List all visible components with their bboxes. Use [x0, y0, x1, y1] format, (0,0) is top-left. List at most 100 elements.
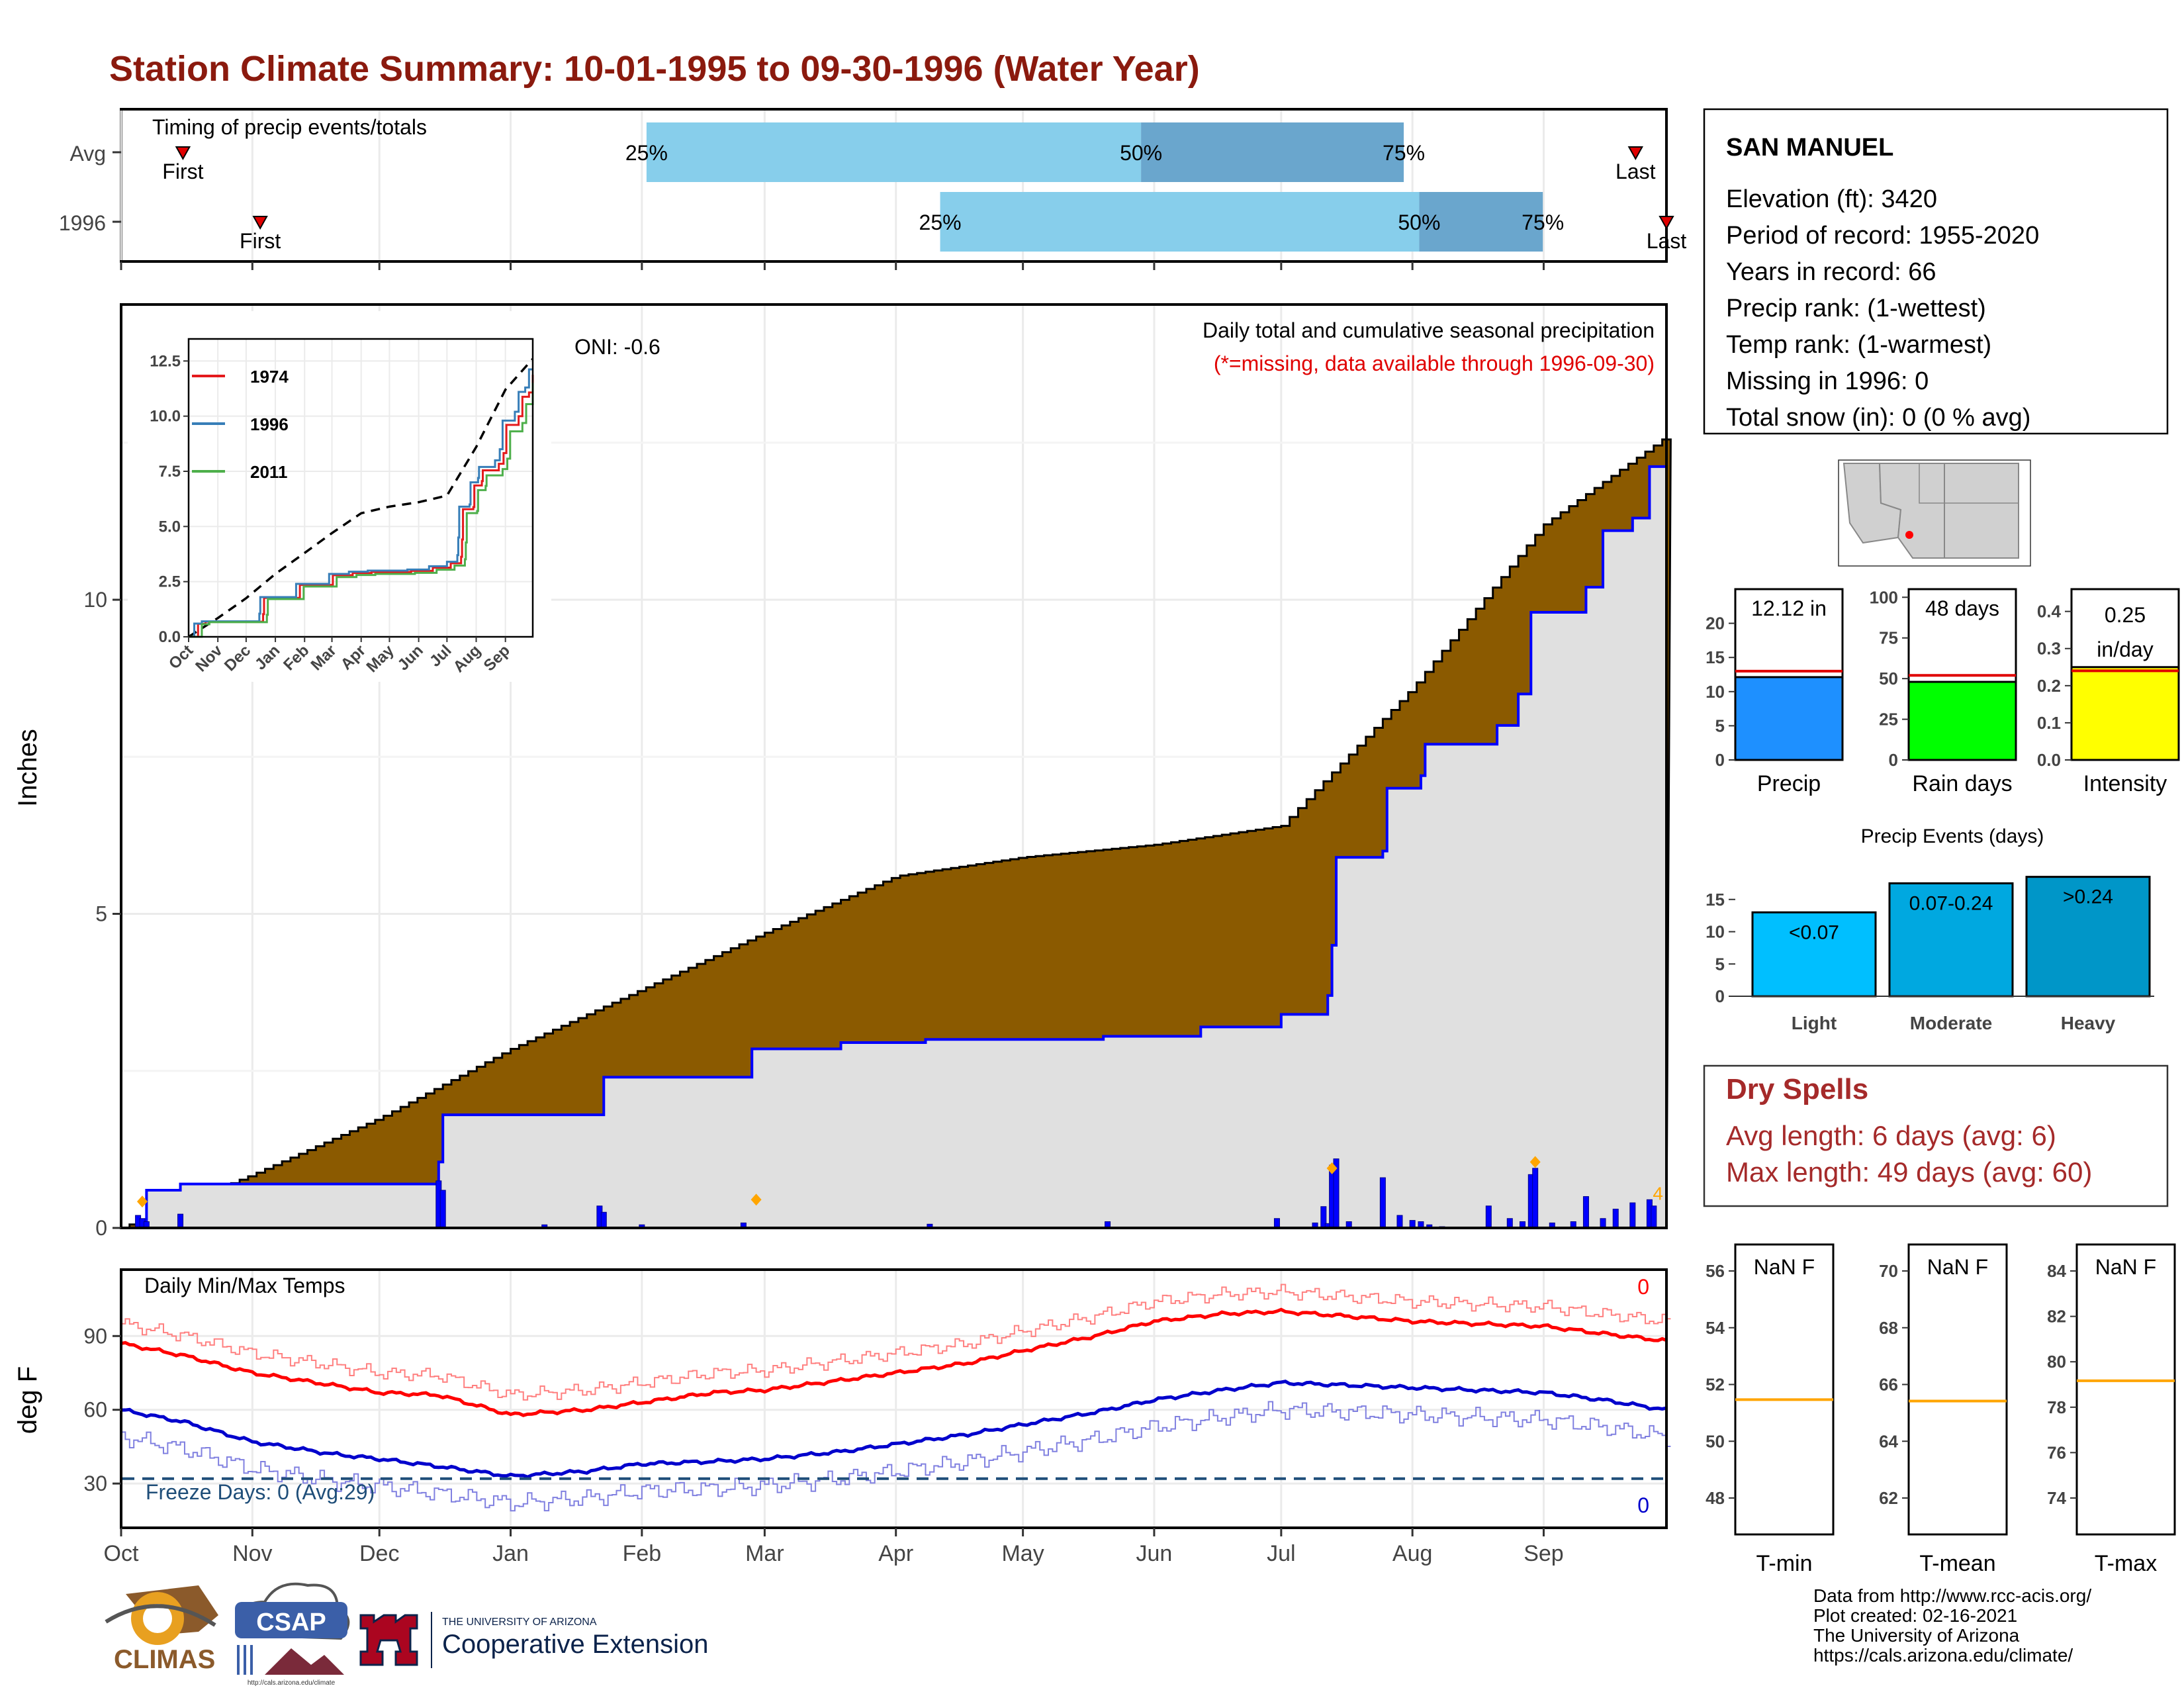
event-bar-moderate — [1888, 882, 2014, 998]
legend-2011: 2011 — [250, 462, 287, 482]
timing-rows: 25% 50% 75% First Last 25% 50% 75% First Last — [113, 122, 1686, 253]
daily-precip-bar — [1651, 1205, 1657, 1229]
dry-spells-max: Max length: 49 days (avg: 60) — [1726, 1156, 2092, 1188]
summary-bar-value: 12.12 in — [1751, 596, 1827, 620]
event-bar-label: Light — [1792, 1013, 1837, 1033]
last-marker-icon — [1627, 146, 1643, 161]
temp-y-tick-label: 30 — [83, 1472, 107, 1495]
temp-rank-label: T-min — [1756, 1551, 1813, 1576]
year-cumulative-area — [121, 465, 1668, 1229]
temp-y-axis-label: deg F — [13, 1366, 42, 1434]
summary-bar-unit: in/day — [2097, 637, 2153, 661]
temp-rank-tick-label: 50 — [1706, 1431, 1725, 1451]
temp-rank-tick-label: 52 — [1706, 1375, 1725, 1395]
summary-bar-tick-label: 0.0 — [2037, 750, 2061, 770]
avg-max-temp-line — [120, 1307, 1667, 1417]
temp-rank-tick-label: 78 — [2047, 1397, 2066, 1417]
summary-bar-fill — [1734, 676, 1844, 761]
summary-bar-fill — [2070, 666, 2180, 761]
timing-p25-label: 25% — [625, 141, 668, 165]
daily-precip-bars: 4 — [135, 1156, 1663, 1229]
timing-bar-50-75 — [1141, 122, 1404, 182]
month-label: Feb — [623, 1541, 662, 1566]
summary-bar-tick-label: 10 — [1706, 682, 1725, 702]
main-subtitle: Daily total and cumulative seasonal prec… — [1203, 318, 1655, 342]
timing-p50-label: 50% — [1120, 141, 1162, 165]
summary-bar-value: 48 days — [1925, 596, 1999, 620]
timing-p75-label: 75% — [1383, 141, 1425, 165]
footer-plot-created: Plot created: 02-16-2021 — [1813, 1605, 2017, 1626]
summary-bar-tick-label: 50 — [1879, 669, 1898, 688]
record-marker-icon — [1326, 1162, 1338, 1174]
timing-panel: Timing of precip events/totals 25% 50% 75%… — [59, 108, 1686, 270]
timing-p25-label: 25% — [919, 211, 962, 234]
summary-bar-tick-label: 0 — [1715, 750, 1725, 770]
temp-rank-tick-label: 80 — [2047, 1352, 2066, 1372]
temp-rank-t-mean: NaN F 62 64 66 68 70 T-mean — [1879, 1243, 2008, 1576]
temp-rank-tick-label: 68 — [1879, 1318, 1898, 1338]
station-missing: Missing in 1996: 0 — [1726, 367, 1929, 395]
station-location-dot — [1905, 531, 1913, 539]
daily-precip-bar — [1629, 1202, 1636, 1229]
daily-precip-bar — [177, 1213, 184, 1229]
main-y-tick-label: 10 — [83, 588, 107, 612]
month-label: Aug — [1392, 1541, 1433, 1566]
main-y-ticks: 0 5 10 — [83, 588, 121, 1240]
summary-bar-label: Intensity — [2083, 771, 2167, 796]
month-label: Sep — [1524, 1541, 1564, 1566]
temp-rank-value: NaN F — [1754, 1255, 1815, 1279]
daily-precip-bar — [1379, 1177, 1386, 1229]
record-max-temp-line — [121, 1284, 1671, 1401]
daily-precip-bar — [1532, 1168, 1539, 1229]
location-map — [1838, 459, 2031, 567]
main-y-axis-label: Inches — [13, 729, 42, 807]
summary-bar-tick-label: 0 — [1889, 750, 1898, 770]
footer-university: The University of Arizona — [1813, 1625, 2020, 1646]
csap-logo-text: CSAP — [256, 1609, 326, 1636]
legend-1974: 1974 — [250, 367, 289, 387]
temp-rank-frame — [2075, 1243, 2176, 1536]
events-tick-label: 10 — [1706, 922, 1725, 942]
station-info-box: SAN MANUEL Elevation (ft): 3420 Period o… — [1703, 108, 2169, 435]
month-label: Mar — [745, 1541, 784, 1566]
events-tick-label: 5 — [1715, 954, 1725, 974]
summary-bars: 12.12 in 0 5 10 15 20 Precip 48 days 0 25 50 75 100 R… — [1706, 587, 2180, 796]
station-temp-rank: Temp rank: (1-warmest) — [1726, 331, 1991, 359]
event-bar-value: <0.07 — [1789, 921, 1839, 943]
footer-url: https://cals.arizona.edu/climate/ — [1813, 1645, 2073, 1665]
timing-first-label: First — [162, 160, 203, 183]
temp-rank-tick-label: 82 — [2047, 1307, 2066, 1327]
month-label: Nov — [232, 1541, 272, 1566]
month-label: Jun — [1136, 1541, 1173, 1566]
first-marker-icon — [252, 216, 268, 230]
temp-rank-tick-label: 74 — [2047, 1488, 2066, 1508]
record-min-temp-line — [121, 1401, 1671, 1512]
footer-credits: Data from http://www.rcc-acis.org/ Plot … — [1813, 1585, 2091, 1665]
avg-min-temp-line — [120, 1380, 1667, 1479]
freeze-days-label: Freeze Days: 0 (Avg:29) — [146, 1480, 375, 1504]
inset-1996-line — [189, 368, 533, 638]
temp-rank-tick-label: 66 — [1879, 1375, 1898, 1395]
inset-y-tick-label: 0.0 — [159, 628, 181, 646]
inset-avg-line — [188, 357, 534, 638]
daily-precip-bar — [1273, 1218, 1280, 1229]
timing-first-label: First — [240, 229, 281, 253]
daily-precip-bar — [1485, 1205, 1492, 1229]
summary-bar-tick-label: 25 — [1879, 710, 1898, 729]
csap-logo: CSAP http://cals.arizona.edu/climate — [235, 1582, 350, 1687]
daily-precip-bar — [1582, 1196, 1589, 1229]
summary-bar-tick-label: 5 — [1715, 716, 1725, 735]
summary-bar-tick-label: 20 — [1706, 614, 1725, 633]
summary-bar-precip: 12.12 in 0 5 10 15 20 Precip — [1706, 588, 1844, 796]
footer-data-source: Data from http://www.rcc-acis.org/ — [1813, 1585, 2091, 1606]
temp-min-count: 0 — [1637, 1493, 1649, 1517]
main-y-tick-label: 0 — [95, 1216, 107, 1240]
daily-precip-bar — [1506, 1218, 1513, 1229]
inset-1974-line — [189, 375, 534, 638]
temp-rank-tick-label: 54 — [1706, 1318, 1725, 1338]
inset-y-tick-label: 10.0 — [150, 408, 181, 426]
event-bar-light — [1751, 911, 1877, 998]
climas-logo: CLIMAS — [105, 1585, 218, 1674]
page-title: Station Climate Summary: 10-01-1995 to 0… — [109, 49, 1200, 89]
summary-bar-tick-label: 100 — [1870, 587, 1898, 607]
